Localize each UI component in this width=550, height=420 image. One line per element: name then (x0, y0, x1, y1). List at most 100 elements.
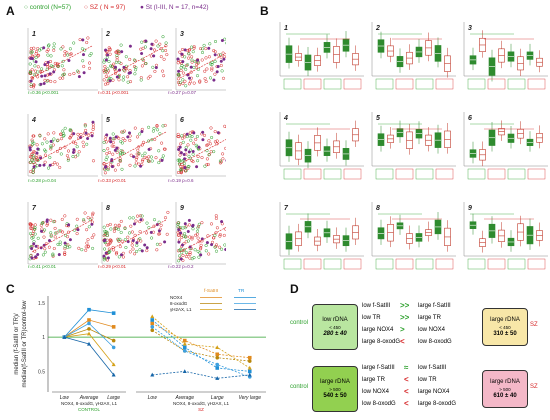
scatter-point (178, 50, 182, 54)
scatter-point (102, 162, 106, 166)
scatter-point (83, 124, 87, 128)
scatter-point (160, 158, 164, 162)
row1-arrow3: < (400, 337, 405, 346)
scatter-point (138, 132, 142, 136)
scatter-point (116, 163, 120, 167)
scatter-point (148, 74, 152, 78)
scatter-point (120, 239, 124, 243)
scatter-point (46, 166, 51, 170)
scatter-point (114, 60, 118, 64)
scatter-point (41, 221, 45, 225)
stat-text: r=0.36 p<0.001 (28, 90, 59, 95)
scatter-point (176, 222, 180, 227)
scatter-point (187, 52, 191, 56)
scatter-point (108, 163, 112, 167)
scatter-point (140, 214, 144, 218)
scatter-point (186, 239, 190, 243)
scatter-point (183, 166, 187, 170)
scatter-point (84, 131, 88, 135)
scatter-point (72, 132, 76, 136)
scatter-point (68, 245, 72, 249)
scatter-point (133, 72, 137, 76)
scatter-point (104, 158, 108, 162)
scatter-point (29, 79, 33, 83)
scatter-point (139, 47, 143, 51)
scatter-point (87, 66, 92, 70)
scatter-point (29, 170, 33, 174)
scatter-point (157, 232, 161, 236)
scatter-point (131, 216, 135, 220)
scatter-point (52, 42, 56, 46)
scatter-point (157, 161, 161, 165)
boxplot-subpanel: 7 (279, 202, 364, 270)
scatter-point (102, 140, 106, 144)
stat-box (487, 78, 506, 90)
scatter-point (106, 147, 110, 151)
scatter-point (108, 48, 112, 52)
scatter-point (141, 158, 145, 162)
scatter-point (29, 83, 33, 87)
scatter-point (196, 249, 200, 253)
scatter-point (116, 238, 120, 242)
series-point (111, 311, 116, 315)
scatter-point (118, 237, 122, 241)
boxplot-subpanel: 2 (371, 22, 456, 90)
scatter-point (59, 152, 63, 156)
scatter-point (136, 148, 140, 152)
scatter-point (115, 75, 119, 79)
scatter-point (132, 58, 136, 62)
scatter-point (28, 148, 32, 152)
scatter-point (84, 128, 88, 132)
scatter-point (32, 165, 36, 169)
subpanel-number: 3 (180, 31, 184, 38)
scatter-point (146, 76, 150, 80)
left-x-tick-label: Low (60, 395, 70, 401)
scatter-point (66, 53, 70, 57)
scatter-point (32, 46, 36, 50)
subpanel-number: 3 (468, 25, 472, 32)
stat-box (415, 258, 434, 270)
scatter-point (128, 216, 132, 220)
scatter-point (184, 169, 188, 173)
boxplot-subpanel: 6 (463, 112, 548, 180)
scatter-point (177, 233, 181, 237)
scatter-point (178, 248, 182, 252)
series-point (215, 352, 220, 357)
scatter-point (30, 143, 34, 147)
scatter-point (138, 237, 142, 241)
scatter-point (205, 143, 209, 147)
scatter-point (210, 68, 214, 72)
scatter-point (87, 225, 91, 229)
stat-text: r=0.31 p<0.001 (98, 90, 129, 95)
scatter-point (183, 48, 187, 52)
scatter-point (158, 242, 162, 246)
subpanel-number: 2 (105, 31, 110, 38)
subpanel-number: 6 (468, 115, 472, 122)
scatter-point (91, 159, 96, 163)
scatter-point (164, 48, 168, 53)
scatter-point (221, 157, 225, 161)
scatter-point (195, 74, 200, 78)
scatter-point (63, 241, 67, 245)
scatter-point (106, 166, 110, 170)
scatter-point (30, 152, 34, 156)
scatter-point (117, 255, 121, 259)
stat-text: r=0.22 p=0.2 (168, 264, 194, 269)
scatter-point (137, 151, 141, 155)
scatter-point (181, 82, 185, 86)
scatter-point (117, 78, 121, 82)
scatter-point (181, 226, 185, 230)
scatter-point (162, 74, 166, 78)
scatter-point (75, 69, 80, 73)
scatter-point (92, 233, 96, 237)
scatter-point (194, 233, 198, 237)
scatter-point (152, 48, 157, 52)
scatter-point (63, 145, 67, 149)
scatter-point (31, 134, 35, 138)
scatter-point (103, 247, 107, 251)
scatter-point (183, 232, 187, 236)
scatter-point (39, 229, 44, 233)
series-point (150, 314, 155, 319)
scatter-point (147, 125, 151, 129)
scatter-point (29, 46, 33, 51)
